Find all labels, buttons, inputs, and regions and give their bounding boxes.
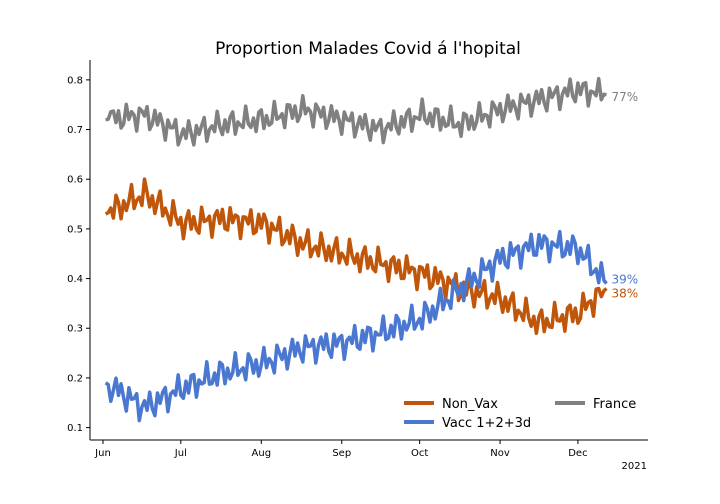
x-tick-label: Jun: [94, 448, 111, 459]
y-tick-label: 0.2: [67, 373, 83, 384]
y-tick-label: 0.5: [67, 224, 83, 235]
legend: Non_Vax Vacc 1+2+3d France: [404, 397, 636, 431]
legend-label: France: [593, 397, 636, 412]
y-tick-label: 0.3: [67, 324, 83, 335]
chart-title: Proportion Malades Covid á l'hopital: [215, 39, 521, 59]
y-tick-label: 0.6: [67, 175, 83, 186]
x-tick-label: Aug: [252, 448, 272, 459]
x-tick-label: Oct: [411, 448, 428, 459]
x-tick-label: Sep: [332, 448, 351, 459]
legend-label: Vacc 1+2+3d: [442, 416, 531, 431]
end-labels: 77% 38%39%: [611, 90, 638, 301]
series-layer: [104, 76, 608, 423]
x-tick-label: Nov: [490, 448, 510, 459]
end-label: 38%: [611, 286, 638, 300]
year-label: 2021: [622, 461, 647, 472]
y-tick-label: 0.8: [67, 75, 83, 86]
axes: 0.1 0.2 0.3 0.4 0.5 0.6 0.7 0.8 Jun Jul Aug Sep Oct N…: [67, 60, 648, 459]
end-label: 39%: [611, 273, 638, 287]
x-tick-label: Dec: [568, 448, 587, 459]
y-tick-label: 0.7: [67, 125, 83, 136]
x-tick-label: Jul: [174, 448, 187, 459]
series-line-non-vax: [104, 177, 608, 336]
legend-label: Non_Vax: [442, 397, 498, 412]
end-label: 77%: [611, 90, 638, 104]
y-tick-label: 0.1: [67, 423, 83, 434]
series-line-vacc-1-2-3d: [104, 229, 608, 423]
series-line-france: [105, 76, 607, 147]
y-tick-label: 0.4: [67, 274, 83, 285]
